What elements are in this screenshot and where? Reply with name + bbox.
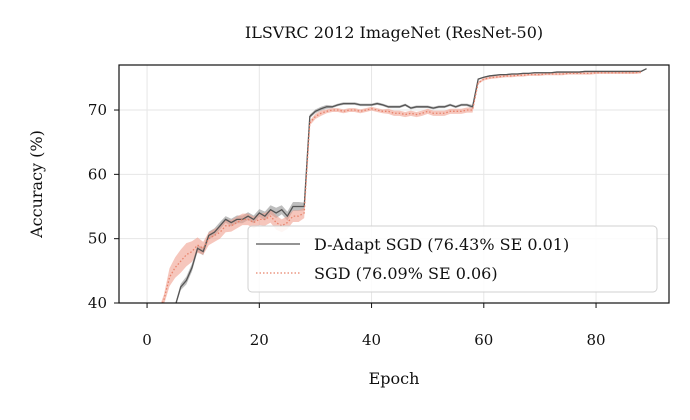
legend-box (247, 225, 658, 293)
x-axis-ticks: 0 20 40 60 80 (142, 303, 606, 349)
y-tick-label: 70 (88, 101, 107, 119)
y-axis-ticks: 40 50 60 70 (88, 101, 119, 312)
y-tick-label: 50 (88, 230, 107, 248)
legend: D-Adapt SGD (76.43% SE 0.01) SGD (76.09% … (247, 225, 658, 293)
y-tick-label: 40 (88, 294, 107, 312)
chart-title: ILSVRC 2012 ImageNet (ResNet-50) (245, 23, 543, 42)
y-axis-label: Accuracy (%) (27, 130, 46, 239)
series-lines (161, 68, 647, 303)
legend-label-1: SGD (76.09% SE 0.06) (314, 264, 498, 283)
x-tick-label: 40 (362, 331, 381, 349)
x-tick-label: 60 (474, 331, 493, 349)
series-line-0 (175, 68, 647, 303)
legend-label-0: D-Adapt SGD (76.43% SE 0.01) (314, 235, 569, 254)
x-axis-label: Epoch (369, 369, 420, 388)
x-tick-label: 0 (142, 331, 152, 349)
x-tick-label: 80 (586, 331, 605, 349)
plot-frame (118, 64, 670, 304)
series-line-1 (161, 71, 642, 303)
y-tick-label: 60 (88, 165, 107, 183)
x-tick-label: 20 (250, 331, 269, 349)
